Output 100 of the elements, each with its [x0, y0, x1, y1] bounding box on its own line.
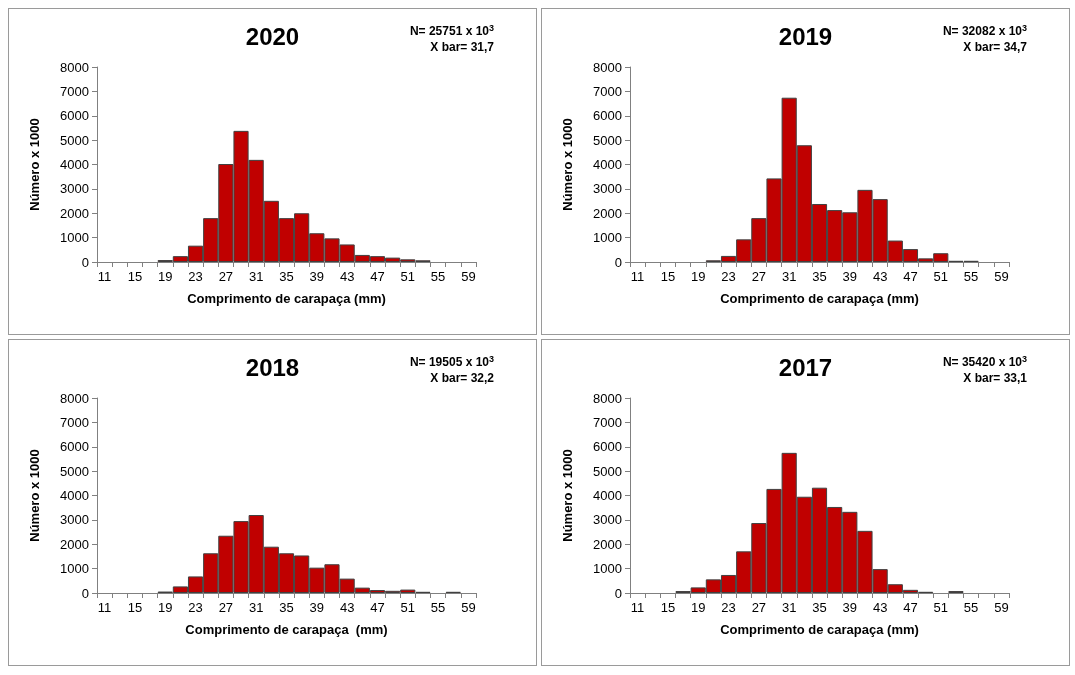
x-tick-label: 15 [660, 269, 676, 284]
x-tick-label: 23 [188, 269, 203, 284]
y-tick-label: 8000 [593, 59, 622, 75]
y-tick-label: 4000 [60, 488, 89, 503]
x-tick-label: 35 [812, 600, 827, 615]
x-axis-title: Comprimento de carapaça (mm) [720, 291, 919, 306]
y-tick-label: 6000 [593, 439, 622, 455]
y-tick-label: 8000 [60, 59, 89, 75]
y-tick-label: 8000 [60, 390, 89, 406]
x-tick-label: 11 [97, 600, 112, 615]
x-tick-label: 51 [400, 269, 416, 284]
y-tick-label: 1000 [60, 230, 89, 246]
x-tick-label: 19 [157, 600, 173, 615]
y-axis-title: Número x 1000 [27, 449, 42, 542]
x-tick-label: 31 [248, 269, 264, 284]
chart-title: 2020 [245, 22, 300, 50]
x-axis-title: Comprimento de carapaça (mm) [187, 291, 386, 306]
x-tick-label: 59 [994, 600, 1009, 615]
x-tick-label: 55 [430, 269, 446, 284]
y-axis-title: Número x 1000 [560, 449, 575, 542]
y-tick-label: 5000 [60, 463, 89, 479]
x-axis-title: Comprimento de carapaça (mm) [720, 622, 919, 637]
chart-title: 2018 [245, 353, 300, 381]
y-tick-label: 7000 [60, 83, 89, 99]
x-tick-label: 39 [309, 269, 325, 284]
text: X bar= 33,1 [963, 371, 1028, 385]
y-tick-label: 0 [81, 585, 89, 601]
y-tick-label: 1000 [60, 561, 89, 577]
y-tick-label: 3000 [593, 512, 622, 528]
x-tick-label: 43 [339, 600, 355, 615]
y-tick-label: 1000 [593, 561, 622, 577]
y-tick-label: 7000 [593, 414, 622, 430]
x-tick-label: 47 [903, 269, 918, 284]
y-tick-label: 8000 [593, 390, 622, 406]
x-tick-label: 31 [248, 600, 264, 615]
y-tick-label: 5000 [593, 132, 622, 148]
y-tick-label: 3000 [593, 181, 622, 197]
y-axis-title: Número x 1000 [27, 118, 42, 211]
x-tick-label: 39 [842, 600, 858, 615]
y-tick-label: 2000 [60, 205, 89, 221]
x-tick-label: 31 [781, 269, 797, 284]
x-tick-label: 23 [721, 600, 736, 615]
x-tick-label: 59 [461, 600, 476, 615]
y-tick-label: 1000 [593, 230, 622, 246]
x-tick-label: 27 [751, 269, 767, 284]
y-tick-label: 5000 [593, 463, 622, 479]
x-tick-label: 35 [279, 600, 294, 615]
x-tick-label: 47 [370, 269, 385, 284]
x-tick-label: 15 [660, 600, 676, 615]
x-tick-label: 43 [872, 600, 888, 615]
y-tick-label: 6000 [60, 439, 89, 455]
x-tick-label: 27 [751, 600, 767, 615]
text: X bar= 31,7 [430, 40, 495, 54]
x-tick-label: 55 [430, 600, 446, 615]
x-tick-label: 51 [400, 600, 416, 615]
y-tick-label: 4000 [593, 488, 622, 503]
x-tick-label: 31 [781, 600, 797, 615]
y-tick-label: 6000 [60, 108, 89, 124]
y-tick-label: 4000 [60, 157, 89, 172]
y-tick-label: 4000 [593, 157, 622, 172]
x-tick-label: 15 [127, 269, 143, 284]
x-tick-label: 55 [963, 600, 979, 615]
y-tick-label: 5000 [60, 132, 89, 148]
y-tick-label: 0 [81, 254, 89, 270]
x-tick-label: 11 [97, 269, 112, 284]
x-tick-label: 27 [218, 600, 234, 615]
x-tick-label: 51 [933, 269, 949, 284]
x-tick-label: 19 [690, 600, 706, 615]
x-tick-label: 55 [963, 269, 979, 284]
x-tick-label: 47 [903, 600, 918, 615]
y-tick-label: 7000 [593, 83, 622, 99]
y-tick-label: 3000 [60, 512, 89, 528]
x-tick-label: 23 [721, 269, 736, 284]
y-axis-title: Número x 1000 [560, 118, 575, 211]
x-tick-label: 59 [461, 269, 476, 284]
x-tick-label: 19 [157, 269, 173, 284]
text: X bar= 32,2 [430, 371, 495, 385]
x-tick-label: 59 [994, 269, 1009, 284]
x-tick-label: 11 [630, 600, 645, 615]
x-tick-label: 43 [339, 269, 355, 284]
x-tick-label: 47 [370, 600, 385, 615]
x-tick-label: 39 [842, 269, 858, 284]
x-tick-label: 19 [690, 269, 706, 284]
x-tick-label: 35 [279, 269, 294, 284]
y-tick-label: 0 [614, 254, 622, 270]
y-tick-label: 0 [614, 585, 622, 601]
y-tick-label: 2000 [60, 536, 89, 552]
chart-title: 2017 [778, 353, 833, 381]
chart-title: 2019 [778, 22, 833, 50]
x-tick-label: 43 [872, 269, 888, 284]
x-axis-title: Comprimento de carapaça (mm) [185, 622, 388, 637]
x-tick-label: 27 [218, 269, 234, 284]
x-tick-label: 11 [630, 269, 645, 284]
x-tick-label: 15 [127, 600, 143, 615]
x-tick-label: 35 [812, 269, 827, 284]
y-tick-label: 2000 [593, 205, 622, 221]
x-tick-label: 51 [933, 600, 949, 615]
y-tick-label: 6000 [593, 108, 622, 124]
y-tick-label: 3000 [60, 181, 89, 197]
y-tick-label: 7000 [60, 414, 89, 430]
